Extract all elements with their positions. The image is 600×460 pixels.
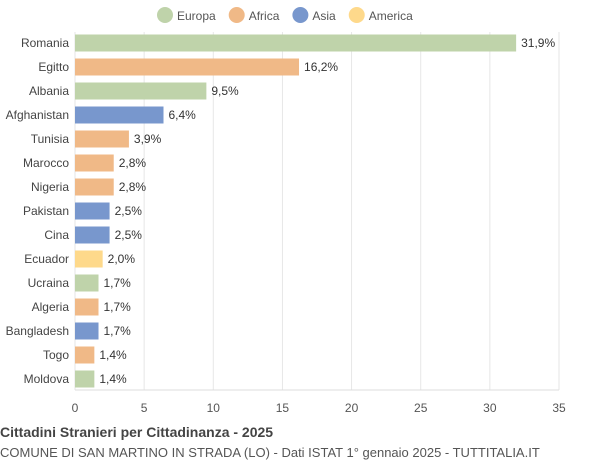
bar-tunisia [75,130,129,148]
category-label: Algeria [32,300,70,314]
category-label: Marocco [23,156,69,170]
bar-bangladesh [75,322,99,340]
data-label: 2,8% [119,180,147,194]
bar-cina [75,226,110,244]
bar-ucraina [75,274,99,292]
bar-albania [75,82,207,100]
category-label: Nigeria [31,180,69,194]
bar-pakistan [75,202,110,220]
x-tick-label: 30 [483,401,497,415]
category-label: Egitto [38,60,69,74]
category-label: Albania [29,84,69,98]
chart-subtitle: COMUNE DI SAN MARTINO IN STRADA (LO) - D… [0,445,540,460]
bar-nigeria [75,178,114,196]
category-label: Ucraina [28,276,70,290]
data-label: 1,7% [104,276,132,290]
data-label: 1,4% [99,348,127,362]
data-label: 1,7% [104,300,132,314]
data-label: 3,9% [134,132,162,146]
category-label: Romania [21,36,69,50]
bar-chart: 0 5 10 15 20 25 30 35 Europa Africa Asia America Rom… [6,7,566,415]
x-tick-label: 10 [207,401,221,415]
x-tick-label: 5 [141,401,148,415]
legend-label: Europa [177,9,216,23]
legend-label: Africa [249,9,280,23]
x-tick-label: 25 [414,401,428,415]
category-label: Ecuador [24,252,69,266]
bar-algeria [75,298,99,316]
category-label: Pakistan [23,204,69,218]
legend-marker [292,7,309,23]
legend-label: Asia [312,9,336,23]
data-label: 2,5% [115,228,143,242]
legend-marker [157,7,173,23]
category-label: Moldova [24,372,70,386]
bar-egitto [75,58,300,76]
bar-afghanistan [75,106,164,124]
data-label: 16,2% [304,60,338,74]
x-tick-label: 15 [276,401,290,415]
x-tick-label: 35 [552,401,566,415]
data-label: 2,8% [119,156,147,170]
legend-label: America [369,9,413,23]
category-label: Cina [44,228,69,242]
data-label: 31,9% [521,36,555,50]
category-label: Afghanistan [6,108,69,122]
category-label: Tunisia [31,132,70,146]
data-label: 1,4% [99,372,127,386]
x-tick-label: 20 [345,401,359,415]
data-label: 2,5% [115,204,143,218]
bar-romania [75,34,517,52]
data-label: 2,0% [108,252,136,266]
legend-marker [348,7,365,23]
bar-marocco [75,154,114,172]
bar-togo [75,346,95,364]
category-label: Bangladesh [6,324,69,338]
x-tick-label: 0 [72,401,79,415]
bar-moldova [75,370,95,388]
data-label: 6,4% [169,108,197,122]
data-label: 9,5% [211,84,239,98]
chart-title: Cittadini Stranieri per Cittadinanza - 2… [0,424,274,440]
bar-ecuador [75,250,103,268]
data-label: 1,7% [104,324,132,338]
legend-marker [228,7,245,23]
category-label: Togo [43,348,69,362]
